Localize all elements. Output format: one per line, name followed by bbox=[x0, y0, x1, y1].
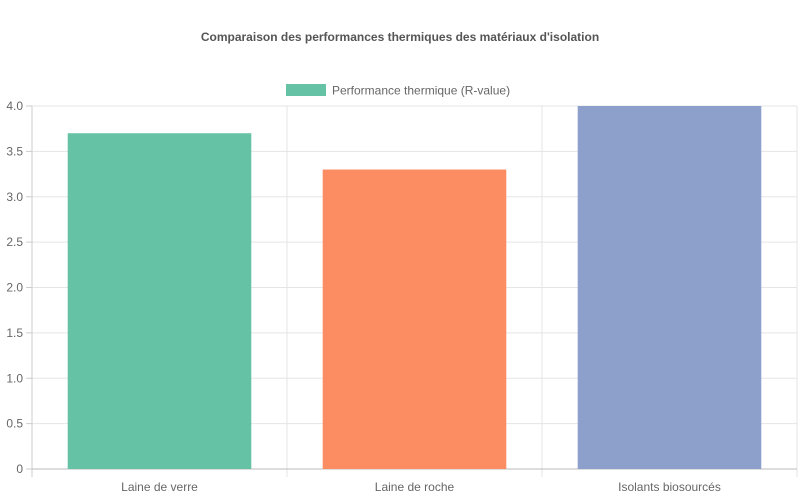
legend-label: Performance thermique (R-value) bbox=[332, 84, 510, 98]
y-tick-label: 3.0 bbox=[6, 190, 23, 204]
bars bbox=[67, 106, 762, 469]
chart-title: Comparaison des performances thermiques … bbox=[201, 30, 599, 44]
y-axis-ticks: 0 0.5 1.0 1.5 2.0 2.5 3.0 3.5 4.0 bbox=[6, 99, 32, 476]
x-axis-ticks: Laine de verre Laine de roche Isolants bio… bbox=[121, 480, 721, 494]
legend[interactable]: Performance thermique (R-value) bbox=[286, 84, 510, 98]
y-tick-label: 3.5 bbox=[6, 144, 23, 158]
y-tick-label: 1.5 bbox=[6, 326, 23, 340]
bar[interactable] bbox=[67, 133, 252, 469]
bar[interactable] bbox=[322, 169, 507, 469]
y-tick-label: 2.0 bbox=[6, 281, 23, 295]
y-tick-label: 0 bbox=[16, 462, 23, 476]
bar[interactable] bbox=[577, 106, 762, 469]
y-tick-label: 4.0 bbox=[6, 99, 23, 113]
legend-swatch bbox=[286, 84, 326, 96]
x-tick-label: Isolants biosourcés bbox=[618, 480, 721, 494]
y-tick-label: 2.5 bbox=[6, 235, 23, 249]
x-tick-label: Laine de roche bbox=[375, 480, 455, 494]
x-tick-label: Laine de verre bbox=[121, 480, 198, 494]
y-tick-label: 1.0 bbox=[6, 371, 23, 385]
y-tick-label: 0.5 bbox=[6, 417, 23, 431]
